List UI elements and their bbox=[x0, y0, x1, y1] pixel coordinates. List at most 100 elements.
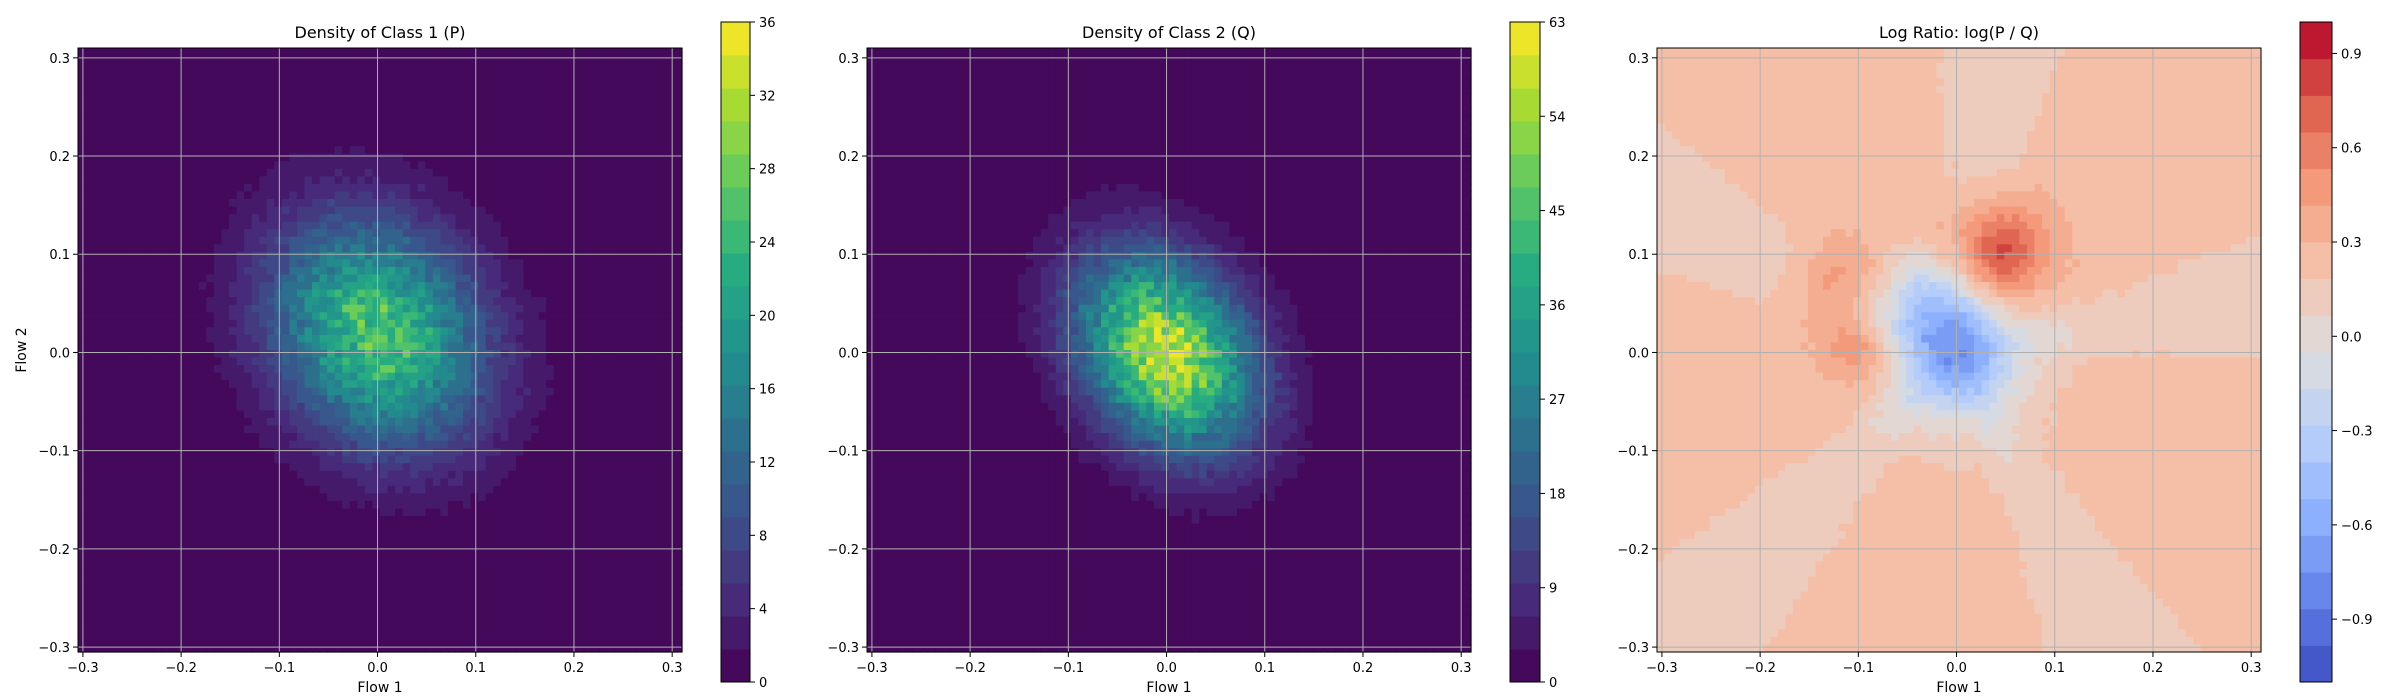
heatmap-cell bbox=[154, 373, 162, 381]
heatmap-cell bbox=[244, 380, 252, 388]
heatmap-cell bbox=[539, 275, 547, 283]
heatmap-cell bbox=[206, 577, 214, 585]
heatmap-cell bbox=[357, 131, 365, 139]
heatmap-cell bbox=[206, 441, 214, 449]
heatmap-cell bbox=[131, 577, 139, 585]
heatmap-cell bbox=[342, 441, 350, 449]
heatmap-cell bbox=[229, 312, 237, 320]
heatmap-cell bbox=[388, 320, 396, 328]
heatmap-cell bbox=[78, 418, 86, 426]
heatmap-cell bbox=[252, 267, 260, 275]
heatmap-cell bbox=[259, 146, 267, 154]
heatmap-cell bbox=[403, 539, 411, 547]
heatmap-cell bbox=[146, 471, 154, 479]
heatmap-cell bbox=[176, 169, 184, 177]
heatmap-cell bbox=[282, 131, 290, 139]
heatmap-cell bbox=[501, 252, 509, 260]
heatmap-cell bbox=[252, 342, 260, 350]
heatmap-cell bbox=[418, 441, 426, 449]
heatmap-cell bbox=[342, 463, 350, 471]
heatmap-cell bbox=[516, 93, 524, 101]
heatmap-cell bbox=[176, 592, 184, 600]
heatmap-cell bbox=[327, 297, 335, 305]
heatmap-cell bbox=[282, 622, 290, 630]
heatmap-cell bbox=[221, 191, 229, 199]
heatmap-cell bbox=[531, 139, 539, 147]
heatmap-cell bbox=[357, 592, 365, 600]
heatmap-cell bbox=[259, 501, 267, 509]
heatmap-cell bbox=[471, 471, 479, 479]
heatmap-cell bbox=[199, 124, 207, 132]
heatmap-cell bbox=[539, 388, 547, 396]
heatmap-cell bbox=[191, 463, 199, 471]
heatmap-cell bbox=[267, 622, 275, 630]
heatmap-cell bbox=[531, 531, 539, 539]
heatmap-cell bbox=[123, 448, 131, 456]
heatmap-cell bbox=[486, 252, 494, 260]
heatmap-cell bbox=[206, 403, 214, 411]
heatmap-cell bbox=[357, 86, 365, 94]
heatmap-cell bbox=[433, 154, 441, 162]
heatmap-cell bbox=[403, 154, 411, 162]
heatmap-cell bbox=[350, 524, 358, 532]
heatmap-cell bbox=[501, 116, 509, 124]
heatmap-cell bbox=[267, 478, 275, 486]
heatmap-cell bbox=[237, 614, 245, 622]
heatmap-cell bbox=[493, 516, 501, 524]
heatmap-cell bbox=[138, 290, 146, 298]
heatmap-cell bbox=[101, 388, 109, 396]
heatmap-cell bbox=[403, 146, 411, 154]
heatmap-cell bbox=[478, 108, 486, 116]
heatmap-cell bbox=[297, 229, 305, 237]
heatmap-cell bbox=[508, 199, 516, 207]
heatmap-cell bbox=[93, 116, 101, 124]
heatmap-cell bbox=[410, 531, 418, 539]
heatmap-cell bbox=[342, 637, 350, 645]
heatmap-cell bbox=[478, 252, 486, 260]
heatmap-cell bbox=[289, 335, 297, 343]
heatmap-cell bbox=[237, 108, 245, 116]
heatmap-cell bbox=[221, 116, 229, 124]
heatmap-cell bbox=[289, 418, 297, 426]
heatmap-cell bbox=[161, 456, 169, 464]
heatmap-cell bbox=[312, 154, 320, 162]
heatmap-cell bbox=[372, 539, 380, 547]
heatmap-cell bbox=[350, 478, 358, 486]
heatmap-cell bbox=[493, 63, 501, 71]
heatmap-cell bbox=[176, 569, 184, 577]
heatmap-cell bbox=[523, 577, 531, 585]
heatmap-cell bbox=[131, 259, 139, 267]
heatmap-cell bbox=[214, 546, 222, 554]
heatmap-cell bbox=[305, 395, 313, 403]
heatmap-cell bbox=[312, 456, 320, 464]
heatmap-cell bbox=[539, 176, 547, 184]
heatmap-cell bbox=[539, 516, 547, 524]
heatmap-cell bbox=[478, 448, 486, 456]
heatmap-cell bbox=[403, 305, 411, 313]
heatmap-cell bbox=[146, 403, 154, 411]
heatmap-cell bbox=[342, 365, 350, 373]
heatmap-cell bbox=[221, 350, 229, 358]
heatmap-cell bbox=[146, 146, 154, 154]
heatmap-cell bbox=[440, 614, 448, 622]
heatmap-cell bbox=[448, 305, 456, 313]
heatmap-cell bbox=[123, 169, 131, 177]
heatmap-cell bbox=[523, 395, 531, 403]
heatmap-cell bbox=[86, 252, 94, 260]
heatmap-cell bbox=[138, 546, 146, 554]
heatmap-cell bbox=[297, 493, 305, 501]
heatmap-cell bbox=[486, 569, 494, 577]
heatmap-cell bbox=[312, 441, 320, 449]
heatmap-cell bbox=[433, 161, 441, 169]
heatmap-cell bbox=[546, 290, 554, 298]
heatmap-cell bbox=[297, 569, 305, 577]
heatmap-cell bbox=[146, 214, 154, 222]
heatmap-cell bbox=[214, 124, 222, 132]
heatmap-cell bbox=[206, 509, 214, 517]
heatmap-cell bbox=[350, 146, 358, 154]
heatmap-cell bbox=[478, 320, 486, 328]
heatmap-cell bbox=[229, 139, 237, 147]
heatmap-cell bbox=[229, 531, 237, 539]
heatmap-cell bbox=[335, 539, 343, 547]
heatmap-cell bbox=[403, 297, 411, 305]
